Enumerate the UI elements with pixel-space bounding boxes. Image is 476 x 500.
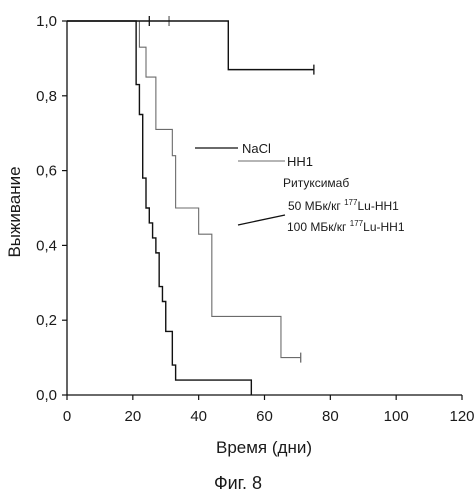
legend-100-isotope-mass: 177	[350, 219, 364, 228]
x-tick-label: 80	[322, 408, 339, 425]
legend-label-rituximab: Ритуксимаб	[283, 176, 349, 190]
x-tick-label: 0	[63, 408, 71, 425]
figure-caption: Фиг. 8	[214, 473, 262, 493]
y-tick-label: 0,4	[36, 237, 57, 254]
series-line-nacl	[67, 21, 251, 395]
y-tick-label: 1,0	[36, 13, 57, 30]
x-tick-label: 40	[190, 408, 207, 425]
y-tick-label: 0,6	[36, 163, 57, 180]
legend-50-isotope-rest: Lu-HH1	[357, 199, 399, 213]
series-layer	[67, 16, 314, 395]
legend-100-isotope-rest: Lu-HH1	[363, 220, 405, 234]
y-axis-title: Выживание	[5, 166, 24, 257]
y-tick-label: 0,2	[36, 312, 57, 329]
legend-swatch-100mbq	[238, 215, 285, 225]
y-tick-label: 0,8	[36, 88, 57, 105]
axes	[67, 21, 462, 395]
x-tick-label: 120	[449, 408, 474, 425]
legend-50-prefix: 50 МБк/кг	[288, 199, 344, 213]
x-tick-label: 20	[124, 408, 141, 425]
y-tick-label: 0,0	[36, 387, 57, 404]
x-tick-label: 100	[384, 408, 409, 425]
y-ticks: 0,0 0,2 0,4 0,6 0,8 1,0	[36, 13, 67, 404]
legend: NaCl HH1 Ритуксимаб 50 МБк/кг 177Lu-HH1 …	[195, 141, 405, 234]
x-tick-label: 60	[256, 408, 273, 425]
x-ticks: 0 20 40 60 80 100 120	[63, 395, 475, 425]
series-line-hh1	[67, 21, 301, 358]
x-axis-title: Время (дни)	[216, 438, 312, 457]
legend-label-100mbq: 100 МБк/кг 177Lu-HH1	[287, 219, 405, 234]
legend-100-prefix: 100 МБк/кг	[287, 220, 350, 234]
series-line-rituximab-50	[67, 21, 314, 70]
legend-label-50mbq: 50 МБк/кг 177Lu-HH1	[288, 198, 399, 213]
legend-50-isotope-mass: 177	[344, 198, 358, 207]
legend-label-nacl: NaCl	[242, 141, 271, 156]
legend-label-hh1: HH1	[287, 154, 313, 169]
